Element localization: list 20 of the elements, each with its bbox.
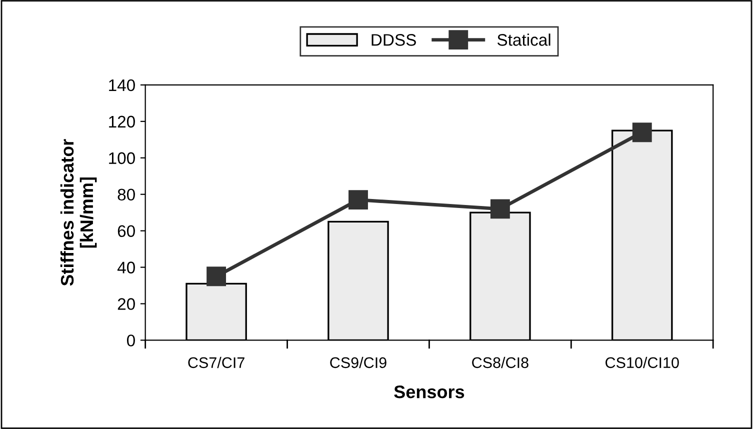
x-axis-title: Sensors xyxy=(394,385,464,398)
x-tick-label: CS10/CI10 xyxy=(606,356,679,368)
x-tick-label: CS7/CI7 xyxy=(188,356,244,368)
point xyxy=(490,199,510,219)
legend-label: Statical xyxy=(497,34,550,46)
y-axis-title: Stiffnes indicator [kN/mm] xyxy=(60,139,97,286)
point xyxy=(632,122,652,142)
y-tick-label: 40 xyxy=(117,262,135,274)
point xyxy=(348,190,368,210)
y-tick-label: 60 xyxy=(118,225,135,238)
point xyxy=(206,266,226,286)
y-tick-label: 20 xyxy=(118,298,135,310)
x-tick-label: CS9/CI9 xyxy=(330,356,386,368)
y-tick-label: 80 xyxy=(118,188,135,201)
y-tick-label: 100 xyxy=(109,152,135,164)
legend-label: DDSS xyxy=(372,34,416,46)
x-tick-label: CS8/CI8 xyxy=(472,356,528,368)
y-tick-label: 140 xyxy=(109,79,135,92)
y-tick-label: 120 xyxy=(109,116,135,128)
y-tick-label: 0 xyxy=(126,334,135,346)
